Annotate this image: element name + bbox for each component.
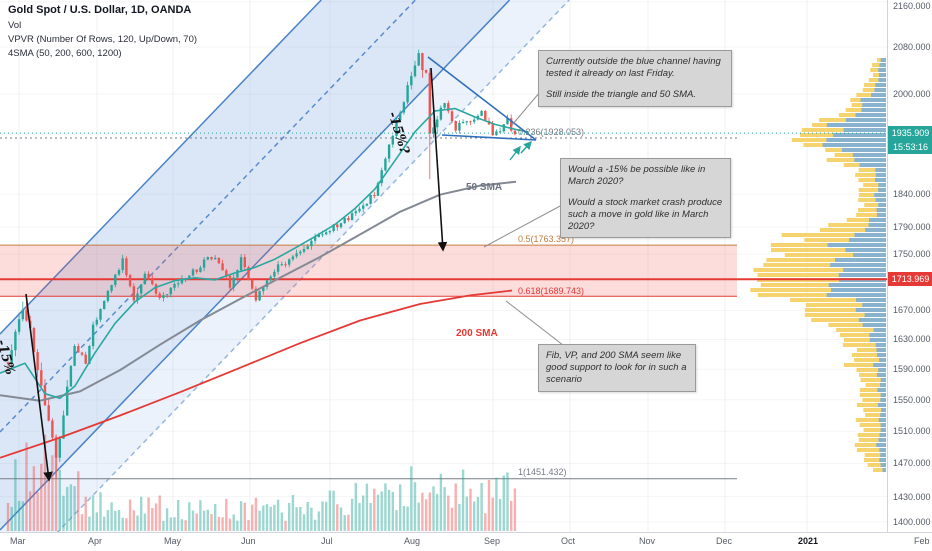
fib-label-1: 1(1451.432) bbox=[518, 467, 567, 477]
time-axis-label: Oct bbox=[561, 536, 576, 546]
callout-channel-text2: Still inside the triangle and 50 SMA. bbox=[546, 88, 696, 100]
price-axis-label: 1840.000 bbox=[893, 189, 931, 199]
callout-crash[interactable]: Would a -15% be possible like in March 2… bbox=[560, 158, 731, 239]
time-axis-label: Mar bbox=[10, 536, 26, 546]
sma-lines bbox=[0, 107, 529, 459]
countdown-badge: 15:53:16 bbox=[888, 140, 932, 154]
time-axis-label: Apr bbox=[88, 536, 103, 546]
callout-pointers bbox=[483, 91, 573, 353]
time-axis-label: Nov bbox=[639, 536, 656, 546]
channel-test-arrow bbox=[520, 140, 532, 154]
volume-bars bbox=[6, 434, 517, 531]
fib-label-05: 0.5(1763.357) bbox=[518, 234, 575, 244]
callout-channel-text1: Currently outside the blue channel havin… bbox=[546, 56, 721, 79]
volume-profile bbox=[750, 58, 886, 472]
callout-crash-text1: Would a -15% be possible like in March 2… bbox=[568, 164, 706, 187]
time-axis-label: Jul bbox=[321, 536, 333, 546]
price-axis-label: 1670.000 bbox=[893, 305, 931, 315]
price-axis-label: 1750.000 bbox=[893, 249, 931, 259]
price-axis[interactable]: 1935.909 15:53:16 1713.969 2160.000 2080.… bbox=[887, 0, 932, 532]
time-axis-label: Jun bbox=[241, 536, 256, 546]
time-axis-label: Dec bbox=[716, 536, 733, 546]
time-axis-label: May bbox=[164, 536, 182, 546]
time-axis[interactable]: Mar Apr May Jun Jul Aug Sep Oct Nov Dec 2021 Feb bbox=[0, 532, 932, 551]
triangle-pattern[interactable] bbox=[427, 56, 537, 141]
fib-label-0618: 0.618(1689.743) bbox=[518, 286, 585, 296]
price-axis-label: 1790.000 bbox=[893, 222, 931, 232]
price-axis-label: 1550.000 bbox=[893, 395, 931, 405]
sma50-line bbox=[0, 180, 517, 402]
price-axis-label: 2000.000 bbox=[893, 89, 931, 99]
callout-support[interactable]: Fib, VP, and 200 SMA seem like good supp… bbox=[538, 344, 696, 392]
time-axis-label: Sep bbox=[484, 536, 501, 546]
price-axis-label: 1470.000 bbox=[893, 458, 931, 468]
time-axis-label: Aug bbox=[404, 536, 421, 546]
channel-test-arrow bbox=[509, 145, 521, 161]
sma200-line bbox=[0, 289, 513, 459]
sma50-label: 50 SMA bbox=[466, 182, 503, 193]
chart-legend: Gold Spot / U.S. Dollar, 1D, OANDA Vol V… bbox=[8, 4, 197, 62]
price-axis-label: 2160.000 bbox=[893, 1, 931, 11]
price-axis-label: 1430.000 bbox=[893, 492, 931, 502]
ascending-channel[interactable] bbox=[0, 0, 570, 550]
indicator-vpvr[interactable]: VPVR (Number Of Rows, 120, Up/Down, 70) bbox=[8, 34, 198, 45]
price-axis-label: 2080.000 bbox=[893, 42, 931, 52]
price-axis-label: 1590.000 bbox=[893, 364, 931, 374]
indicator-4sma[interactable]: 4SMA (50, 200, 600, 1200) bbox=[8, 48, 122, 59]
callout-crash-text2: Would a stock market crash produce such … bbox=[568, 196, 723, 232]
last-price-badge: 1935.909 bbox=[888, 126, 932, 140]
time-axis-label: 2021 bbox=[798, 536, 819, 546]
symbol-title[interactable]: Gold Spot / U.S. Dollar, 1D, OANDA bbox=[8, 4, 192, 16]
fib-label-0236: 0.236(1928.053) bbox=[518, 127, 585, 137]
drop-arrows[interactable] bbox=[25, 67, 532, 482]
price-axis-label: 1400.000 bbox=[893, 517, 931, 527]
sma200-label: 200 SMA bbox=[456, 328, 498, 339]
indicator-vol[interactable]: Vol bbox=[8, 20, 22, 31]
price-axis-label: 1510.000 bbox=[893, 426, 931, 436]
level-price-badge: 1713.969 bbox=[888, 272, 932, 286]
time-axis-label: Feb bbox=[914, 536, 930, 546]
callout-channel[interactable]: Currently outside the blue channel havin… bbox=[538, 50, 732, 107]
callout-support-text1: Fib, VP, and 200 SMA seem like good supp… bbox=[546, 350, 687, 385]
price-axis-label: 1630.000 bbox=[893, 334, 931, 344]
teal-line bbox=[0, 107, 529, 400]
